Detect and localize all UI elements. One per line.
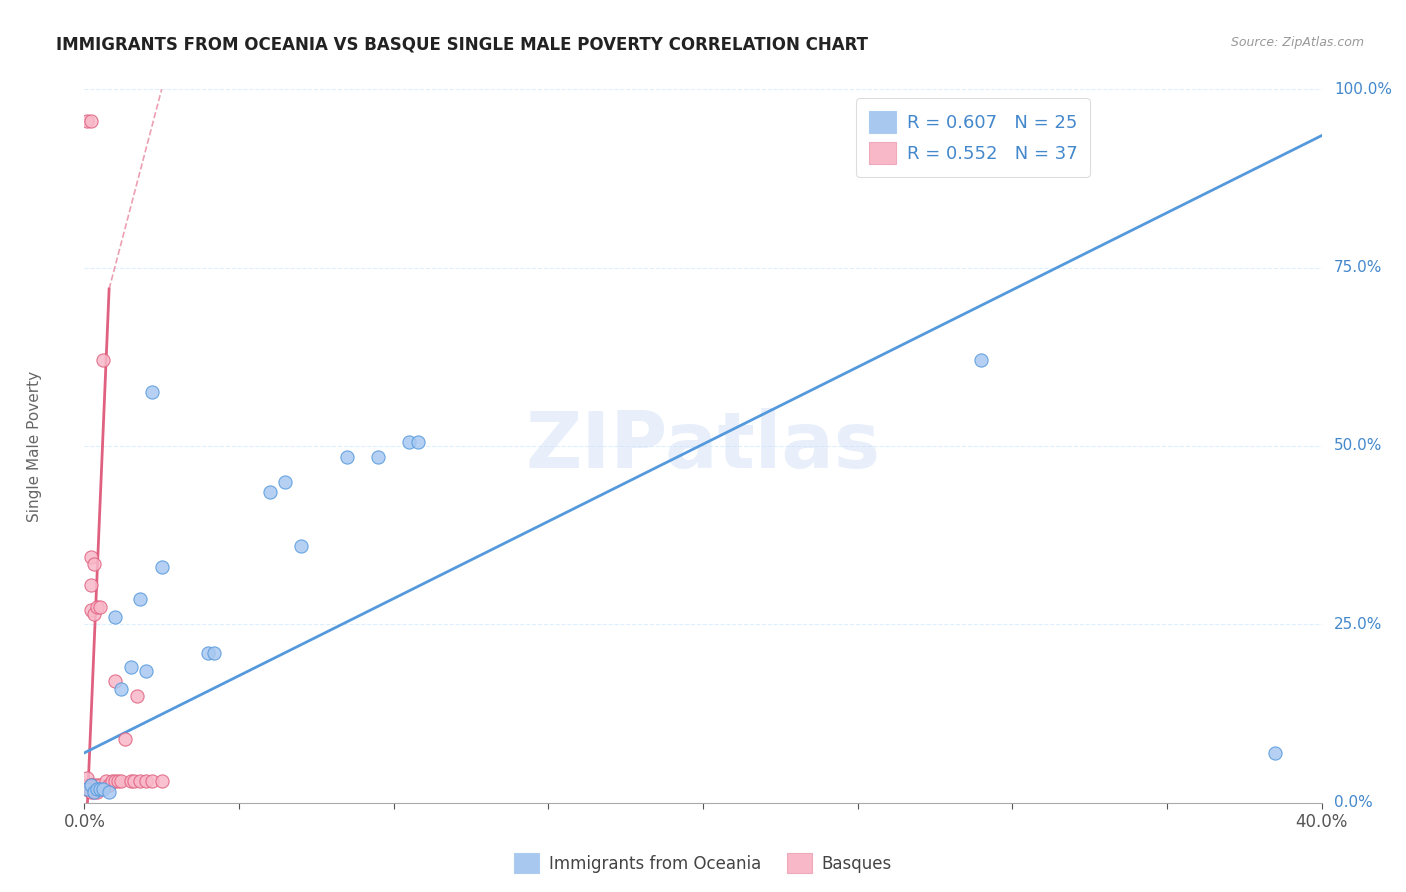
Point [76, 771, 98, 785]
Point [120, 660, 142, 674]
Point [79, 778, 101, 792]
Point [202, 646, 225, 660]
Point [86, 785, 108, 799]
Point [76, 781, 98, 796]
Point [83, 778, 105, 792]
Text: 75.0%: 75.0% [1334, 260, 1382, 275]
Text: 25.0%: 25.0% [1334, 617, 1382, 632]
Point [125, 689, 148, 703]
Point [197, 646, 219, 660]
Point [1264, 746, 1286, 760]
Point [79, 549, 101, 564]
Point [104, 674, 127, 689]
Point [104, 610, 127, 624]
Point [110, 681, 132, 696]
Point [104, 774, 127, 789]
Point [79, 603, 101, 617]
Point [83, 557, 105, 571]
Point [94, 774, 117, 789]
Point [114, 731, 136, 746]
Point [408, 435, 430, 450]
Point [91, 781, 114, 796]
Point [79, 778, 101, 792]
Point [367, 450, 389, 464]
Point [122, 774, 145, 789]
Point [79, 778, 101, 792]
Point [83, 785, 105, 799]
Text: 0.0%: 0.0% [1334, 796, 1372, 810]
Point [91, 353, 114, 368]
Legend: Immigrants from Oceania, Basques: Immigrants from Oceania, Basques [508, 847, 898, 880]
Point [970, 353, 993, 368]
Point [86, 778, 108, 792]
Point [290, 539, 312, 553]
Point [141, 385, 163, 400]
Point [89, 778, 111, 792]
Point [110, 774, 132, 789]
Text: 50.0%: 50.0% [1334, 439, 1382, 453]
Point [150, 774, 173, 789]
Point [89, 781, 111, 796]
Point [107, 774, 129, 789]
Point [76, 778, 98, 792]
Point [79, 114, 101, 128]
Point [101, 774, 124, 789]
Text: IMMIGRANTS FROM OCEANIA VS BASQUE SINGLE MALE POVERTY CORRELATION CHART: IMMIGRANTS FROM OCEANIA VS BASQUE SINGLE… [56, 36, 869, 54]
Point [120, 774, 142, 789]
Point [135, 664, 157, 678]
Point [79, 578, 101, 592]
Point [75, 781, 97, 796]
Point [83, 607, 105, 621]
Text: Single Male Poverty: Single Male Poverty [27, 370, 42, 522]
Point [76, 114, 98, 128]
Point [135, 774, 157, 789]
Point [129, 774, 152, 789]
Point [89, 599, 111, 614]
Text: ZIPatlas: ZIPatlas [526, 408, 880, 484]
Point [86, 599, 108, 614]
Point [76, 781, 98, 796]
Point [98, 785, 121, 799]
Point [398, 435, 420, 450]
Point [86, 781, 108, 796]
Point [259, 485, 281, 500]
Point [83, 785, 105, 799]
Text: 100.0%: 100.0% [1334, 82, 1392, 96]
Point [98, 778, 121, 792]
Point [274, 475, 297, 489]
Point [336, 450, 359, 464]
Point [79, 785, 101, 799]
Point [150, 560, 173, 574]
Text: Source: ZipAtlas.com: Source: ZipAtlas.com [1230, 36, 1364, 49]
Point [129, 592, 152, 607]
Point [141, 774, 163, 789]
